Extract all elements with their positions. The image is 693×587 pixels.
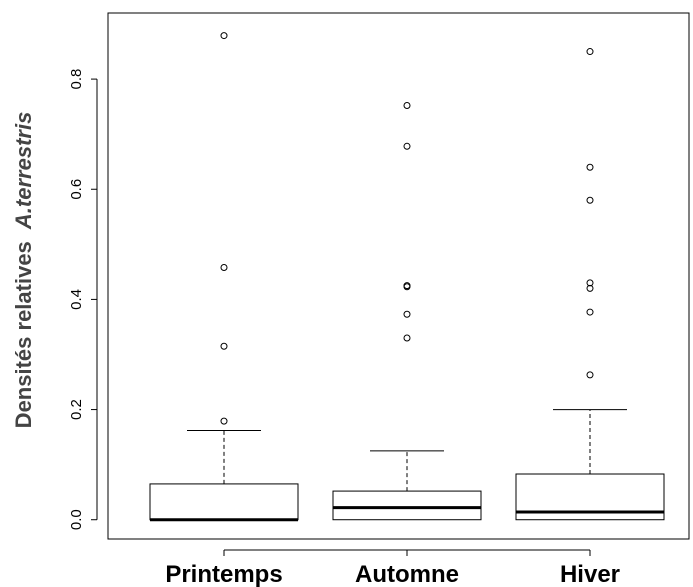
- outlier-point: [403, 282, 411, 290]
- outlier-point: [403, 310, 411, 318]
- iqr-box: [515, 473, 665, 521]
- box-automne: [332, 102, 482, 521]
- y-tick-label: 0.8: [68, 69, 85, 90]
- outlier-point: [403, 102, 411, 110]
- boxes-group: [149, 32, 665, 522]
- plot-frame: [107, 12, 690, 540]
- y-axis-label-species: A.terrestris: [11, 112, 36, 230]
- y-axis: 0.0 0.2 0.4 0.6 0.8: [68, 69, 98, 530]
- y-tick-label: 0.0: [68, 509, 85, 530]
- x-axis: Printemps Automne Hiver: [165, 549, 620, 587]
- outlier-point: [220, 342, 228, 350]
- y-tick-label: 0.6: [68, 179, 85, 200]
- x-category-label: Automne: [355, 561, 459, 587]
- outlier-point: [586, 371, 594, 379]
- iqr-box: [332, 490, 482, 521]
- x-category-label: Printemps: [165, 561, 282, 587]
- outlier-point: [586, 196, 594, 204]
- x-category-label: Hiver: [560, 561, 620, 587]
- outlier-point: [586, 163, 594, 171]
- outlier-point: [403, 334, 411, 342]
- outlier-point: [586, 308, 594, 316]
- outlier-point: [220, 32, 228, 40]
- outlier-point: [586, 48, 594, 56]
- y-tick-label: 0.4: [68, 289, 85, 310]
- iqr-box: [149, 483, 299, 521]
- y-tick-label: 0.2: [68, 399, 85, 420]
- outlier-point: [586, 279, 594, 287]
- outlier-point: [403, 142, 411, 150]
- outlier-point: [220, 417, 228, 425]
- y-axis-label: Densités relatives A.terrestris: [11, 112, 36, 429]
- y-axis-label-text: Densités relatives: [11, 241, 36, 428]
- outlier-point: [220, 263, 228, 271]
- box-hiver: [515, 48, 665, 521]
- box-printemps: [149, 32, 299, 522]
